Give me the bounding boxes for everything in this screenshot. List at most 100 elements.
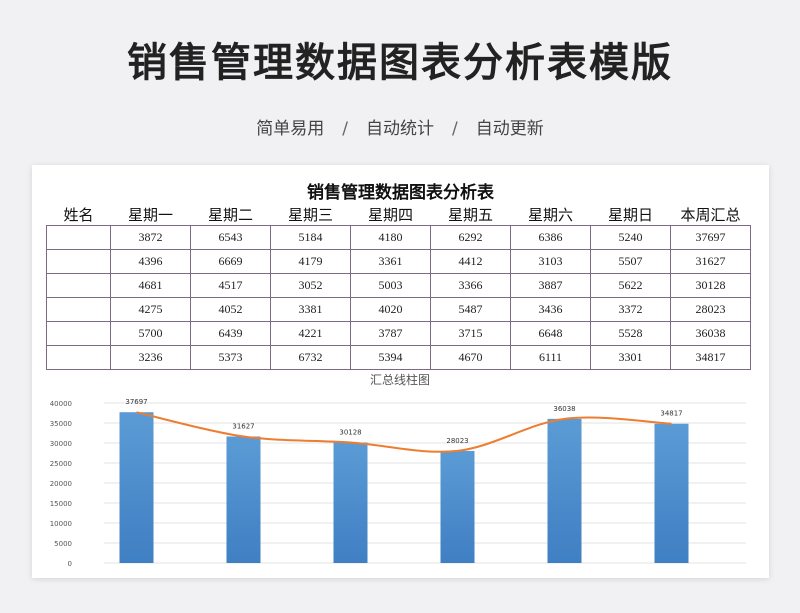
column-header: 星期一 (127, 207, 173, 224)
column-header: 星期二 (207, 207, 253, 224)
value-cell[interactable]: 6732 (270, 345, 351, 370)
table-row: 5700 6439 4221 3787 3715 6648 5528 36038 (46, 321, 751, 346)
chart-title: 汇总线柱图 (370, 372, 430, 387)
value-cell[interactable]: 3872 (110, 225, 191, 250)
value-cell[interactable]: 4412 (430, 249, 511, 274)
value-cell[interactable]: 5184 (270, 225, 351, 250)
chart-canvas: 汇总线柱图 0 5000 10000 15000 20000 25000 30000 3500… (50, 372, 746, 568)
y-tick-label: 5000 (54, 540, 72, 548)
y-tick-label: 10000 (50, 520, 72, 528)
feature-auto-update: 自动更新 (475, 119, 544, 139)
total-cell[interactable]: 37697 (670, 225, 751, 250)
feature-separator: / (342, 119, 348, 139)
column-header: 姓名 (63, 207, 94, 224)
value-cell[interactable]: 3887 (510, 273, 591, 298)
feature-list: 简单易用 / 自动统计 / 自动更新 (0, 114, 800, 139)
y-tick-label: 35000 (50, 420, 72, 428)
data-label: 36038 (553, 405, 575, 413)
value-cell[interactable]: 6439 (190, 321, 271, 346)
data-label: 30128 (339, 428, 361, 436)
column-header: 星期三 (287, 207, 333, 224)
name-cell[interactable] (46, 345, 111, 370)
column-header: 本周汇总 (680, 207, 741, 224)
bar[interactable] (333, 442, 368, 563)
feature-separator: / (452, 119, 458, 139)
name-cell[interactable] (46, 321, 111, 346)
bar[interactable] (440, 450, 475, 563)
name-cell[interactable] (46, 273, 111, 298)
table-row: 4275 4052 3381 4020 5487 3436 3372 28023 (46, 297, 751, 322)
value-cell[interactable]: 4020 (350, 297, 431, 322)
name-cell[interactable] (46, 225, 111, 250)
table-row: 3872 6543 5184 4180 6292 6386 5240 37697 (46, 225, 751, 250)
bar[interactable] (119, 412, 154, 563)
name-cell[interactable] (46, 297, 111, 322)
value-cell[interactable]: 3103 (510, 249, 591, 274)
y-tick-label: 0 (68, 560, 72, 568)
column-header: 星期日 (607, 207, 653, 224)
table-row: 3236 5373 6732 5394 4670 6111 3301 34817 (46, 345, 751, 370)
name-cell[interactable] (46, 249, 111, 274)
value-cell[interactable]: 4052 (190, 297, 271, 322)
value-cell[interactable]: 4517 (190, 273, 271, 298)
value-cell[interactable]: 3787 (350, 321, 431, 346)
value-cell[interactable]: 3301 (590, 345, 671, 370)
y-tick-label: 40000 (50, 400, 72, 408)
value-cell[interactable]: 5373 (190, 345, 271, 370)
data-label: 28023 (446, 437, 468, 445)
value-cell[interactable]: 6292 (430, 225, 511, 250)
total-cell[interactable]: 28023 (670, 297, 751, 322)
bar[interactable] (226, 436, 261, 563)
sales-table: 姓名 星期一 星期二 星期三 星期四 星期五 星期六 星期日 本周汇总 3872… (46, 203, 751, 370)
y-tick-label: 30000 (50, 440, 72, 448)
bar[interactable] (547, 418, 582, 563)
table-row: 4681 4517 3052 5003 3366 3887 5622 30128 (46, 273, 751, 298)
sheet-title: 销售管理数据图表分析表 (307, 183, 494, 203)
value-cell[interactable]: 6111 (510, 345, 591, 370)
total-cell[interactable]: 36038 (670, 321, 751, 346)
value-cell[interactable]: 6386 (510, 225, 591, 250)
spreadsheet-preview: 销售管理数据图表分析表 姓名 星期一 星期二 星期三 星期四 星期五 星期六 星… (32, 165, 769, 578)
value-cell[interactable]: 5487 (430, 297, 511, 322)
total-cell[interactable]: 31627 (670, 249, 751, 274)
y-tick-label: 15000 (50, 500, 72, 508)
value-cell[interactable]: 3236 (110, 345, 191, 370)
value-cell[interactable]: 5528 (590, 321, 671, 346)
value-cell[interactable]: 4681 (110, 273, 191, 298)
value-cell[interactable]: 3372 (590, 297, 671, 322)
column-header: 星期六 (527, 207, 573, 224)
value-cell[interactable]: 3052 (270, 273, 351, 298)
value-cell[interactable]: 5240 (590, 225, 671, 250)
total-cell[interactable]: 30128 (670, 273, 751, 298)
data-label: 37697 (125, 398, 147, 406)
value-cell[interactable]: 3381 (270, 297, 351, 322)
value-cell[interactable]: 4396 (110, 249, 191, 274)
value-cell[interactable]: 3436 (510, 297, 591, 322)
value-cell[interactable]: 6543 (190, 225, 271, 250)
table-row: 4396 6669 4179 3361 4412 3103 5507 31627 (46, 249, 751, 274)
column-header: 星期五 (447, 207, 493, 224)
table-header-row: 姓名 星期一 星期二 星期三 星期四 星期五 星期六 星期日 本周汇总 (47, 203, 751, 226)
value-cell[interactable]: 3366 (430, 273, 511, 298)
value-cell[interactable]: 5700 (110, 321, 191, 346)
value-cell[interactable]: 4180 (350, 225, 431, 250)
value-cell[interactable]: 5507 (590, 249, 671, 274)
column-header: 星期四 (367, 207, 413, 224)
value-cell[interactable]: 5394 (350, 345, 431, 370)
value-cell[interactable]: 4275 (110, 297, 191, 322)
total-cell[interactable]: 34817 (670, 345, 751, 370)
value-cell[interactable]: 5003 (350, 273, 431, 298)
value-cell[interactable]: 6648 (510, 321, 591, 346)
value-cell[interactable]: 6669 (190, 249, 271, 274)
value-cell[interactable]: 5622 (590, 273, 671, 298)
y-tick-label: 20000 (50, 480, 72, 488)
summary-chart: 汇总线柱图 0 5000 10000 15000 20000 25000 30000 3500… (46, 370, 754, 570)
feature-auto-stats: 自动统计 (366, 119, 434, 139)
value-cell[interactable]: 4670 (430, 345, 511, 370)
value-cell[interactable]: 3715 (430, 321, 511, 346)
value-cell[interactable]: 4221 (270, 321, 351, 346)
value-cell[interactable]: 3361 (350, 249, 431, 274)
value-cell[interactable]: 4179 (270, 249, 351, 274)
bar[interactable] (654, 423, 689, 563)
page-title: 销售管理数据图表分析表模版 (127, 40, 673, 86)
